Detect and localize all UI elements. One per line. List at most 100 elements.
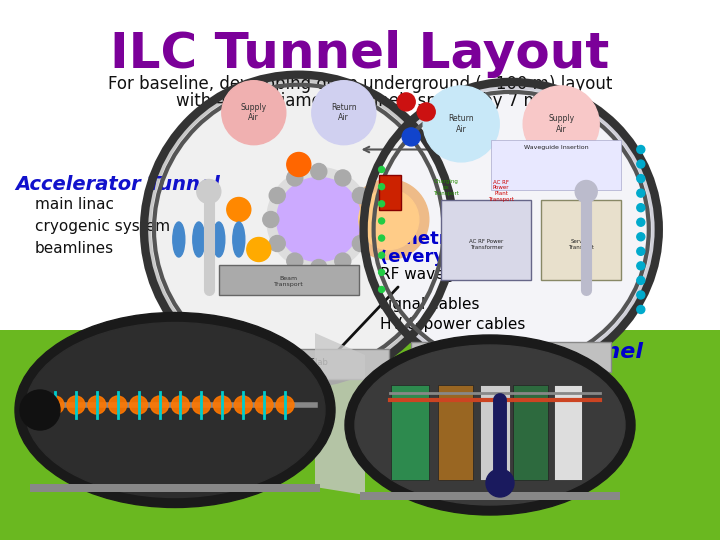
Text: Service Tunnel: Service Tunnel bbox=[460, 342, 643, 362]
Circle shape bbox=[222, 80, 286, 145]
Bar bbox=[360, 492, 620, 500]
Bar bbox=[513, 385, 548, 480]
Text: Waveguide Insertion: Waveguide Insertion bbox=[524, 145, 588, 150]
Bar bbox=[411, 342, 611, 372]
Circle shape bbox=[144, 75, 454, 384]
Text: Service
Transport: Service Transport bbox=[568, 239, 594, 250]
Bar bbox=[219, 265, 359, 294]
Circle shape bbox=[636, 291, 645, 299]
Text: ILC Tunnel Layout: ILC Tunnel Layout bbox=[110, 30, 610, 78]
Circle shape bbox=[359, 190, 419, 249]
Circle shape bbox=[234, 396, 252, 414]
Circle shape bbox=[379, 218, 384, 224]
Ellipse shape bbox=[213, 222, 225, 257]
Circle shape bbox=[312, 80, 376, 145]
Circle shape bbox=[352, 187, 369, 204]
Text: RF waveguide: RF waveguide bbox=[380, 267, 487, 282]
Circle shape bbox=[379, 269, 384, 275]
Circle shape bbox=[311, 164, 327, 179]
Circle shape bbox=[269, 235, 285, 252]
Circle shape bbox=[636, 247, 645, 255]
Text: Charging
px
Transport: Charging px Transport bbox=[433, 179, 459, 196]
Circle shape bbox=[276, 396, 294, 414]
Ellipse shape bbox=[355, 345, 625, 505]
Circle shape bbox=[352, 235, 369, 252]
Text: signal cables: signal cables bbox=[380, 297, 480, 312]
Ellipse shape bbox=[15, 313, 335, 508]
Circle shape bbox=[109, 396, 127, 414]
Circle shape bbox=[269, 187, 285, 204]
Bar bbox=[379, 174, 401, 210]
Circle shape bbox=[379, 166, 384, 172]
Bar bbox=[391, 385, 429, 480]
Bar bbox=[491, 139, 621, 190]
Text: beamlines: beamlines bbox=[35, 241, 114, 256]
Circle shape bbox=[486, 469, 514, 497]
Circle shape bbox=[287, 253, 303, 269]
Circle shape bbox=[157, 87, 441, 372]
Bar bbox=[554, 385, 582, 480]
Circle shape bbox=[267, 167, 371, 272]
Circle shape bbox=[636, 145, 645, 153]
Bar bbox=[480, 385, 510, 480]
Circle shape bbox=[636, 174, 645, 183]
Circle shape bbox=[636, 306, 645, 314]
Circle shape bbox=[247, 238, 271, 261]
Circle shape bbox=[379, 287, 384, 293]
Ellipse shape bbox=[173, 222, 185, 257]
Circle shape bbox=[523, 86, 599, 162]
Circle shape bbox=[372, 90, 651, 369]
Text: Beam
Transport: Beam Transport bbox=[274, 276, 304, 287]
Polygon shape bbox=[315, 333, 365, 495]
Circle shape bbox=[311, 260, 327, 275]
Circle shape bbox=[636, 276, 645, 285]
Circle shape bbox=[636, 233, 645, 241]
Circle shape bbox=[402, 128, 420, 146]
Text: cryogenic system: cryogenic system bbox=[35, 219, 170, 234]
Circle shape bbox=[636, 160, 645, 168]
Circle shape bbox=[227, 198, 251, 221]
Text: modulators: modulators bbox=[490, 365, 577, 380]
Circle shape bbox=[379, 184, 384, 190]
Circle shape bbox=[364, 82, 659, 377]
Text: AC RF
Power
Plant
Transport: AC RF Power Plant Transport bbox=[488, 179, 514, 202]
Bar bbox=[209, 349, 389, 379]
Circle shape bbox=[46, 396, 64, 414]
Bar bbox=[541, 199, 621, 280]
Circle shape bbox=[423, 86, 499, 162]
Text: Supply
Air: Supply Air bbox=[548, 114, 575, 133]
Circle shape bbox=[636, 262, 645, 270]
Circle shape bbox=[377, 95, 646, 364]
Circle shape bbox=[335, 170, 351, 186]
Text: Return
Air: Return Air bbox=[331, 103, 356, 123]
Circle shape bbox=[130, 396, 148, 414]
Bar bbox=[441, 199, 531, 280]
Circle shape bbox=[417, 103, 435, 121]
Text: Return
Air: Return Air bbox=[449, 114, 474, 133]
Circle shape bbox=[192, 396, 210, 414]
Circle shape bbox=[575, 180, 597, 202]
Ellipse shape bbox=[193, 222, 204, 257]
Text: Supply
Air: Supply Air bbox=[240, 103, 267, 123]
Bar bbox=[438, 385, 473, 480]
Circle shape bbox=[197, 179, 221, 204]
Text: penetrations: penetrations bbox=[380, 230, 510, 248]
Circle shape bbox=[171, 396, 189, 414]
Circle shape bbox=[152, 83, 446, 376]
Text: support systems: support systems bbox=[490, 409, 617, 424]
Circle shape bbox=[88, 396, 106, 414]
Circle shape bbox=[263, 212, 279, 227]
Circle shape bbox=[287, 170, 303, 186]
Circle shape bbox=[287, 152, 311, 177]
Text: HV & power cables: HV & power cables bbox=[380, 317, 526, 332]
Circle shape bbox=[213, 396, 231, 414]
Text: (every ~12 m): (every ~12 m) bbox=[380, 248, 525, 266]
Text: klystrons: klystrons bbox=[490, 387, 559, 402]
Text: Accelerator Tunnel: Accelerator Tunnel bbox=[15, 175, 220, 194]
Bar bbox=[0, 330, 720, 540]
Circle shape bbox=[636, 189, 645, 197]
Circle shape bbox=[379, 201, 384, 207]
Text: For baseline, developing deep underground (~100 m) layout: For baseline, developing deep undergroun… bbox=[108, 75, 612, 93]
Circle shape bbox=[379, 235, 384, 241]
Circle shape bbox=[20, 390, 60, 430]
